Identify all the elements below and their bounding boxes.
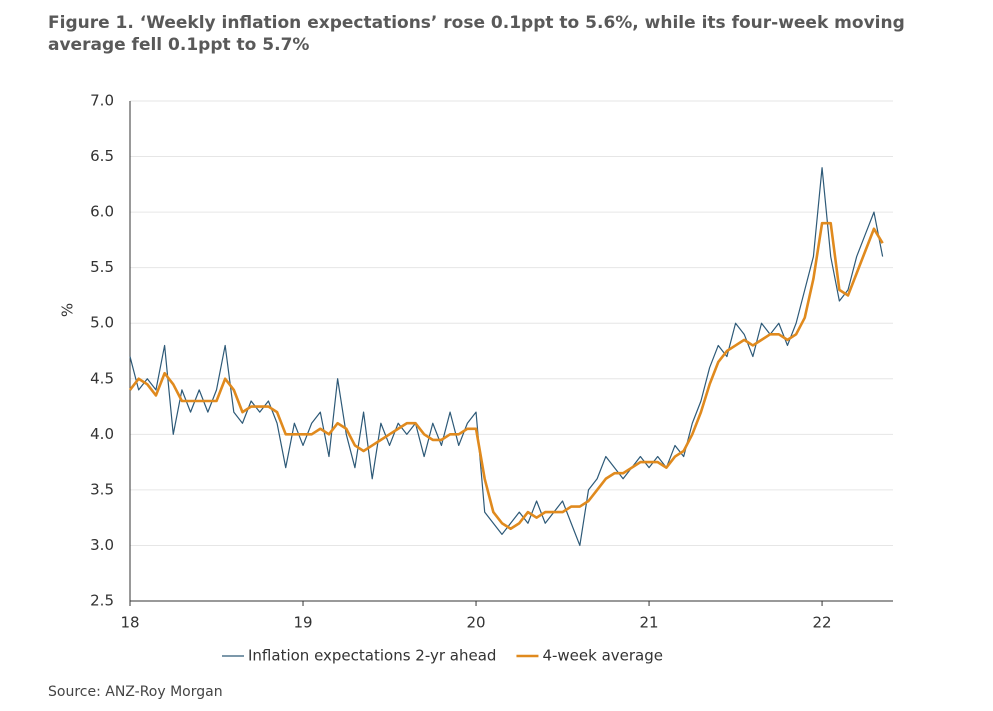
y-tick-label: 3.0 <box>90 536 114 554</box>
y-tick-label: 4.5 <box>90 369 114 387</box>
series-line <box>128 221 884 531</box>
x-tick-label: 18 <box>120 614 139 632</box>
y-tick-label: 3.5 <box>90 480 114 498</box>
y-tick-label: 7.0 <box>90 92 114 110</box>
x-tick-label: 21 <box>640 614 659 632</box>
y-tick-label: 5.0 <box>90 314 114 332</box>
x-tick-label: 20 <box>466 614 485 632</box>
y-tick-label: 5.5 <box>90 258 114 276</box>
y-tick-label: 6.0 <box>90 203 114 221</box>
y-tick-label: 6.5 <box>90 147 114 165</box>
chart-title: Figure 1. ‘Weekly inflation expectations… <box>48 13 905 33</box>
y-tick-label: 4.0 <box>90 425 114 443</box>
legend-label: Inflation expectations 2-yr ahead <box>248 647 496 665</box>
y-tick-label: 2.5 <box>90 592 114 610</box>
source: Source: ANZ-Roy Morgan <box>48 684 223 700</box>
chart-subtitle: average fell 0.1ppt to 5.7% <box>48 35 309 55</box>
x-tick-label: 22 <box>813 614 832 632</box>
y-axis-label: % <box>59 303 77 317</box>
legend-label: 4-week average <box>542 647 663 665</box>
x-tick-label: 19 <box>293 614 312 632</box>
series-line <box>129 167 884 547</box>
